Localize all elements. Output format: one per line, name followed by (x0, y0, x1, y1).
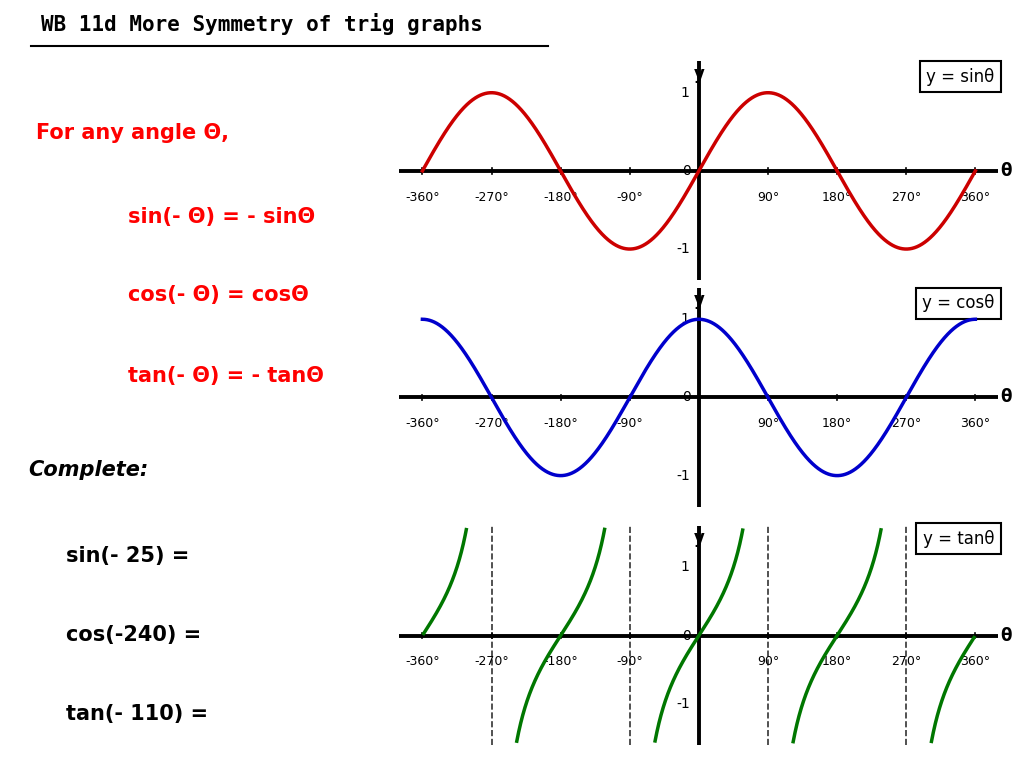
Text: 1: 1 (681, 86, 690, 100)
Text: 360°: 360° (961, 190, 990, 204)
Text: y: y (693, 529, 705, 548)
Text: -270°: -270° (474, 190, 509, 204)
Text: -1: -1 (676, 697, 690, 711)
Text: 1: 1 (681, 560, 690, 574)
Text: -180°: -180° (544, 655, 578, 668)
Text: For any angle Θ,: For any angle Θ, (36, 123, 229, 143)
Text: 180°: 180° (822, 417, 852, 430)
Text: θ: θ (1000, 627, 1012, 644)
Text: 90°: 90° (757, 417, 779, 430)
Text: 180°: 180° (822, 655, 852, 668)
Text: -90°: -90° (616, 417, 643, 430)
Text: 90°: 90° (757, 190, 779, 204)
Text: 0: 0 (682, 164, 691, 178)
Text: -180°: -180° (544, 417, 578, 430)
Text: θ: θ (1000, 162, 1012, 180)
Text: θ: θ (1000, 389, 1012, 406)
Text: y = cosθ: y = cosθ (923, 294, 994, 313)
Text: y: y (693, 65, 705, 83)
Text: -90°: -90° (616, 655, 643, 668)
Text: -90°: -90° (616, 190, 643, 204)
Text: cos(-240) =: cos(-240) = (66, 625, 201, 645)
Text: 1: 1 (681, 313, 690, 326)
Text: -360°: -360° (406, 655, 439, 668)
Text: y = tanθ: y = tanθ (923, 529, 994, 548)
Text: -360°: -360° (406, 190, 439, 204)
Text: tan(- Θ) = - tanΘ: tan(- Θ) = - tanΘ (128, 366, 324, 386)
Text: -360°: -360° (406, 417, 439, 430)
Text: -1: -1 (676, 468, 690, 482)
Text: y = sinθ: y = sinθ (927, 68, 994, 86)
Text: -180°: -180° (544, 190, 578, 204)
Text: 0: 0 (682, 628, 691, 643)
Text: 360°: 360° (961, 417, 990, 430)
Text: -270°: -270° (474, 417, 509, 430)
Text: 360°: 360° (961, 655, 990, 668)
Text: 90°: 90° (757, 655, 779, 668)
Text: Complete:: Complete: (29, 460, 148, 480)
Text: -270°: -270° (474, 655, 509, 668)
Text: tan(- 110) =: tan(- 110) = (66, 704, 208, 724)
Text: 270°: 270° (891, 190, 922, 204)
Text: WB 11d More Symmetry of trig graphs: WB 11d More Symmetry of trig graphs (41, 13, 483, 35)
Text: 270°: 270° (891, 655, 922, 668)
Text: sin(- 25) =: sin(- 25) = (66, 545, 188, 565)
Text: 180°: 180° (822, 190, 852, 204)
Text: 0: 0 (682, 390, 691, 405)
Text: 270°: 270° (891, 417, 922, 430)
Text: y: y (693, 291, 705, 310)
Text: cos(- Θ) = cosΘ: cos(- Θ) = cosΘ (128, 285, 309, 305)
Text: sin(- Θ) = - sinΘ: sin(- Θ) = - sinΘ (128, 207, 315, 227)
Text: -1: -1 (676, 242, 690, 256)
